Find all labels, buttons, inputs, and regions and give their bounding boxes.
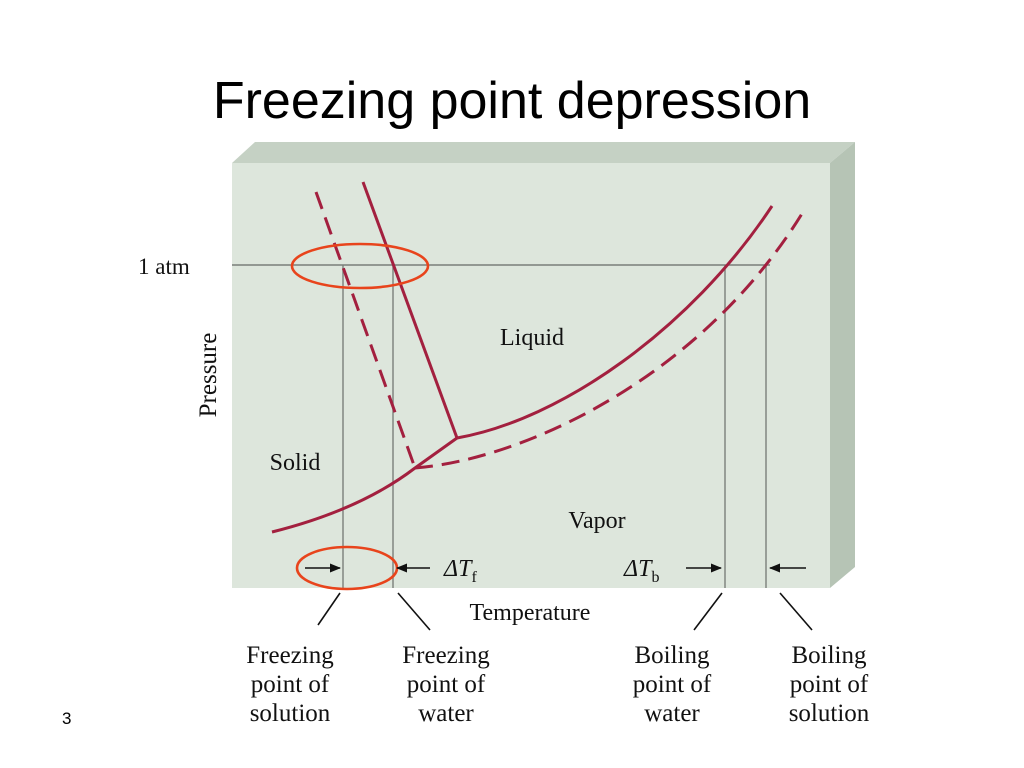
pointer [317,592,341,626]
callout-line: water [418,700,474,727]
pointer [693,592,723,631]
delta-sub: b [651,569,659,586]
callout-line: Freezing [402,642,490,669]
region-label: Liquid [500,325,564,351]
region-label: Solid [270,450,321,476]
pointer [779,592,813,631]
delta-label: ΔTb [623,556,659,586]
callout-line: point of [790,671,869,698]
delta-main: ΔT [443,556,473,582]
callout-line: solution [789,700,870,727]
callout-line: point of [251,671,330,698]
highlight-ring [290,242,430,290]
fusion-curve-solution [314,191,417,469]
pointer [397,592,431,631]
callout-line: point of [633,671,712,698]
sublimation-curve [271,436,458,534]
fusion-curve-water [361,181,459,439]
delta-sub: f [471,569,477,586]
callout-line: Freezing [246,642,334,669]
vapor-curve-water [456,205,774,440]
callout-line: Boiling [791,642,867,669]
y-axis-label: Pressure [195,333,222,418]
slide-title: Freezing point depression [213,72,811,130]
delta-label: ΔTf [443,556,477,586]
region-label: Vapor [568,508,625,534]
callout-line: point of [407,671,486,698]
panel-top [232,142,855,163]
delta-main: ΔT [623,556,653,582]
panel-front [232,163,830,588]
slide-number: 3 [62,709,71,728]
callout-line: water [644,700,700,727]
panel-side [830,142,855,588]
pressure-level-label: 1 atm [138,254,190,279]
callout-line: Boiling [634,642,710,669]
x-axis-label: Temperature [470,600,591,626]
callout-line: solution [250,700,331,727]
